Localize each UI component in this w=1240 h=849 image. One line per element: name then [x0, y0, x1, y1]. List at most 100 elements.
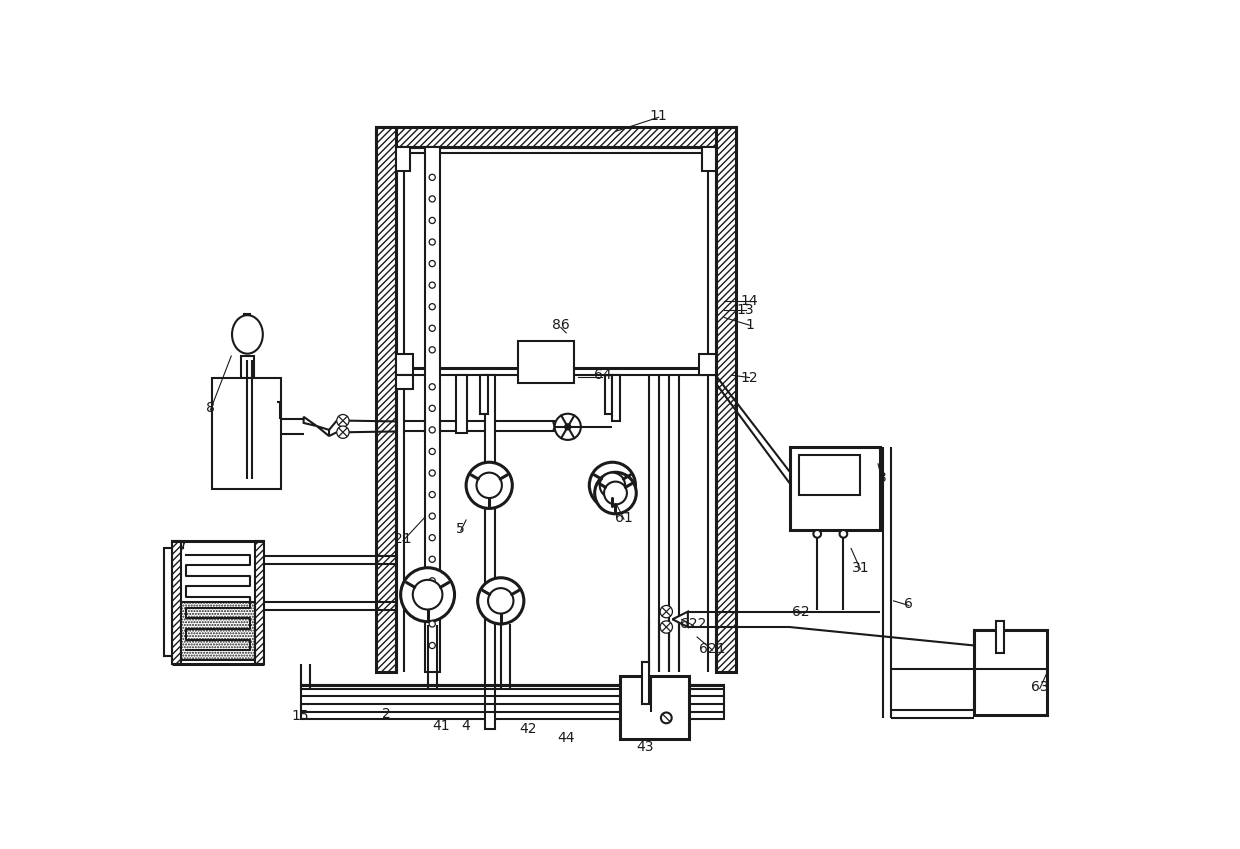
Circle shape [413, 580, 443, 610]
Circle shape [589, 462, 635, 509]
Circle shape [839, 530, 847, 537]
Bar [213, 439, 280, 486]
Circle shape [429, 427, 435, 433]
Bar [977, 665, 1045, 711]
Circle shape [429, 492, 435, 498]
Bar [518, 340, 574, 383]
Circle shape [429, 599, 435, 605]
Text: 13: 13 [737, 303, 754, 317]
Bar [396, 147, 410, 171]
Bar [255, 541, 264, 664]
Text: 621: 621 [699, 642, 725, 655]
Circle shape [429, 239, 435, 245]
Circle shape [476, 473, 502, 498]
Circle shape [401, 568, 455, 621]
Text: 62: 62 [792, 604, 810, 619]
Text: 31: 31 [852, 560, 869, 575]
Bar [613, 375, 620, 421]
Bar [212, 378, 281, 489]
Bar [242, 356, 253, 378]
Bar [424, 147, 440, 672]
Bar [181, 603, 255, 661]
Bar [480, 375, 487, 413]
Circle shape [604, 481, 627, 504]
Text: 63: 63 [1030, 680, 1049, 694]
Polygon shape [316, 426, 329, 436]
Bar [376, 127, 735, 147]
Text: 41: 41 [432, 718, 450, 733]
Text: 43: 43 [636, 740, 653, 754]
Circle shape [429, 346, 435, 353]
Circle shape [429, 325, 435, 331]
Bar [456, 375, 467, 433]
Bar [996, 621, 1003, 653]
Bar [244, 314, 250, 321]
Circle shape [429, 470, 435, 476]
Circle shape [477, 577, 523, 624]
Circle shape [429, 261, 435, 267]
Text: 7: 7 [179, 540, 187, 554]
Circle shape [429, 405, 435, 412]
Circle shape [660, 621, 672, 633]
Bar [641, 661, 650, 704]
Circle shape [337, 414, 350, 427]
Circle shape [660, 605, 672, 618]
Text: 11: 11 [650, 109, 667, 123]
Circle shape [429, 304, 435, 310]
Text: 5: 5 [456, 522, 465, 537]
Bar [172, 541, 181, 664]
Circle shape [429, 448, 435, 454]
Circle shape [429, 643, 435, 649]
Circle shape [429, 196, 435, 202]
Text: 4: 4 [461, 718, 470, 733]
Text: 622: 622 [680, 617, 707, 631]
Text: 44: 44 [558, 731, 575, 745]
Bar [790, 447, 880, 530]
Text: 14: 14 [740, 294, 759, 307]
Circle shape [600, 473, 625, 498]
Circle shape [429, 174, 435, 181]
Text: 64: 64 [594, 368, 611, 382]
Bar [620, 676, 689, 739]
Ellipse shape [232, 315, 263, 354]
Circle shape [337, 426, 350, 438]
Text: 8: 8 [206, 402, 215, 415]
Bar [485, 375, 495, 729]
Text: 86: 86 [552, 318, 569, 332]
Text: 1: 1 [745, 318, 754, 332]
Bar [622, 706, 687, 735]
Polygon shape [672, 611, 688, 627]
Circle shape [429, 556, 435, 562]
Circle shape [554, 413, 580, 440]
Circle shape [429, 577, 435, 584]
Bar [396, 354, 413, 375]
Circle shape [813, 530, 821, 537]
Circle shape [565, 424, 570, 430]
Bar [396, 375, 413, 389]
Circle shape [429, 621, 435, 627]
Circle shape [429, 513, 435, 520]
Text: 15: 15 [291, 710, 309, 723]
Circle shape [429, 384, 435, 390]
Bar [376, 127, 396, 672]
Circle shape [489, 588, 513, 614]
Bar [164, 548, 172, 656]
Text: 42: 42 [520, 722, 537, 736]
Bar [715, 127, 735, 672]
Text: 61: 61 [615, 511, 632, 525]
Circle shape [595, 472, 636, 514]
Bar [799, 454, 861, 495]
Text: 3: 3 [878, 470, 887, 485]
Text: 6: 6 [904, 597, 914, 611]
Bar [702, 147, 715, 171]
Text: 12: 12 [740, 370, 759, 385]
Circle shape [466, 462, 512, 509]
Bar [698, 354, 715, 375]
Polygon shape [304, 417, 316, 426]
Circle shape [661, 712, 672, 723]
Bar [605, 375, 613, 413]
Text: 2: 2 [382, 707, 391, 721]
Circle shape [429, 217, 435, 223]
Circle shape [429, 535, 435, 541]
Bar [975, 630, 1048, 715]
